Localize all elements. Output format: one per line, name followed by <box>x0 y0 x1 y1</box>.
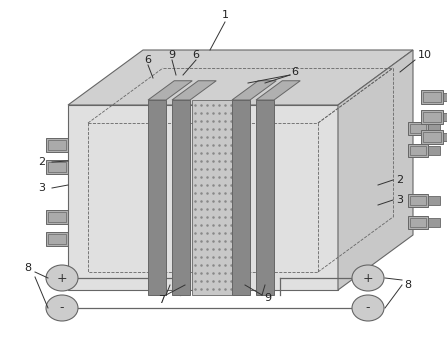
Bar <box>428 195 440 204</box>
Ellipse shape <box>352 265 384 291</box>
Bar <box>410 195 426 204</box>
Bar <box>421 130 443 144</box>
Polygon shape <box>232 81 276 100</box>
Text: -: - <box>60 302 64 314</box>
Bar <box>48 162 66 172</box>
Bar <box>421 90 443 104</box>
Text: 6: 6 <box>144 55 152 65</box>
Bar <box>408 216 428 228</box>
Bar <box>443 93 447 101</box>
Bar <box>423 92 441 102</box>
Bar <box>46 138 68 152</box>
Text: 2: 2 <box>38 157 46 167</box>
Bar <box>410 218 426 226</box>
Text: 9: 9 <box>169 50 176 60</box>
Bar <box>408 121 428 135</box>
Text: +: + <box>363 272 373 285</box>
Bar <box>48 212 66 222</box>
Polygon shape <box>148 81 192 100</box>
Polygon shape <box>148 100 166 295</box>
Polygon shape <box>256 100 274 295</box>
Text: 3: 3 <box>38 183 46 193</box>
Polygon shape <box>68 105 338 290</box>
Bar <box>410 123 426 133</box>
Bar <box>46 210 68 224</box>
Bar <box>88 123 318 272</box>
Polygon shape <box>338 50 413 290</box>
Polygon shape <box>68 50 413 105</box>
Bar <box>410 146 426 154</box>
Text: 1: 1 <box>222 10 228 20</box>
Polygon shape <box>256 81 300 100</box>
Bar <box>408 193 428 206</box>
Text: +: + <box>57 272 67 285</box>
Polygon shape <box>172 81 216 100</box>
Bar <box>421 110 443 124</box>
Bar <box>46 232 68 246</box>
Text: 6: 6 <box>193 50 199 60</box>
Bar <box>428 218 440 226</box>
Bar <box>443 133 447 141</box>
Bar <box>48 140 66 150</box>
Bar <box>408 143 428 156</box>
Text: 7: 7 <box>158 295 165 305</box>
Text: 2: 2 <box>396 175 404 185</box>
Ellipse shape <box>352 295 384 321</box>
Polygon shape <box>192 100 232 295</box>
Bar <box>443 113 447 121</box>
Bar <box>48 234 66 244</box>
Ellipse shape <box>46 295 78 321</box>
Bar <box>428 123 440 133</box>
Text: -: - <box>366 302 370 314</box>
Text: 3: 3 <box>396 195 404 205</box>
Bar <box>423 112 441 122</box>
Text: 9: 9 <box>265 293 272 303</box>
Text: 8: 8 <box>405 280 412 290</box>
Polygon shape <box>172 100 190 295</box>
Bar <box>428 146 440 154</box>
Ellipse shape <box>46 265 78 291</box>
Text: 6: 6 <box>291 67 299 77</box>
Polygon shape <box>232 100 250 295</box>
Bar <box>46 160 68 174</box>
Text: 10: 10 <box>418 50 432 60</box>
Bar <box>423 132 441 142</box>
Text: 8: 8 <box>25 263 32 273</box>
